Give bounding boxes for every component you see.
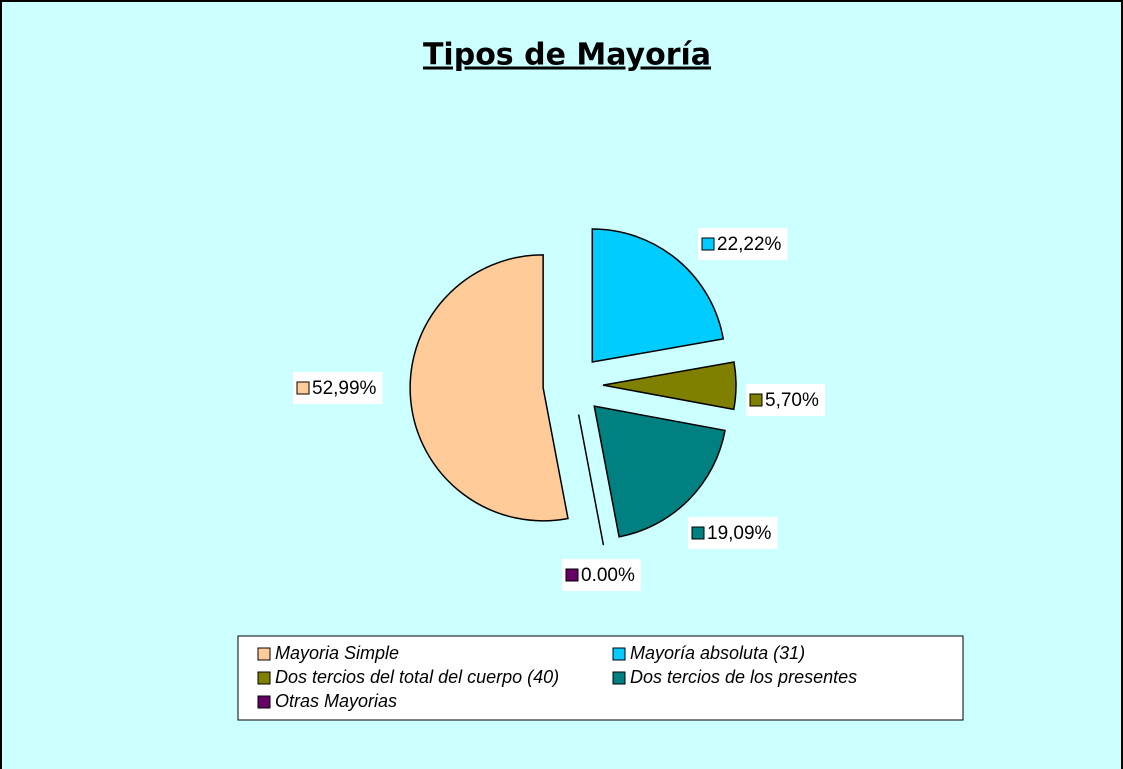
legend-label: Dos tercios del total del cuerpo (40) (275, 667, 559, 687)
chart-title: Tipos de Mayoría (423, 38, 711, 73)
value-label: 52,99% (312, 378, 377, 399)
legend-label: Otras Mayorias (275, 691, 397, 711)
value-label-key (691, 526, 705, 540)
pie-slice (409, 254, 569, 522)
value-label-key (296, 381, 310, 395)
value-label-key (565, 568, 579, 582)
pie-slice (593, 405, 726, 538)
legend-label: Mayoría absoluta (31) (630, 643, 805, 663)
legend-key (612, 671, 626, 685)
legend-key (257, 647, 271, 661)
value-label: 5,70% (765, 390, 819, 411)
value-label: 22,22% (717, 234, 782, 255)
value-label: 0.00% (581, 565, 635, 586)
value-label-key (749, 393, 763, 407)
pie-slice (602, 361, 737, 411)
legend-label: Mayoria Simple (275, 643, 399, 663)
pie-slice (591, 228, 725, 363)
legend-key (612, 647, 626, 661)
legend-box (237, 635, 964, 721)
legend-key (257, 695, 271, 709)
value-label-key (701, 237, 715, 251)
legend-key (257, 671, 271, 685)
value-label: 19,09% (707, 523, 772, 544)
legend-label: Dos tercios de los presentes (630, 667, 857, 687)
